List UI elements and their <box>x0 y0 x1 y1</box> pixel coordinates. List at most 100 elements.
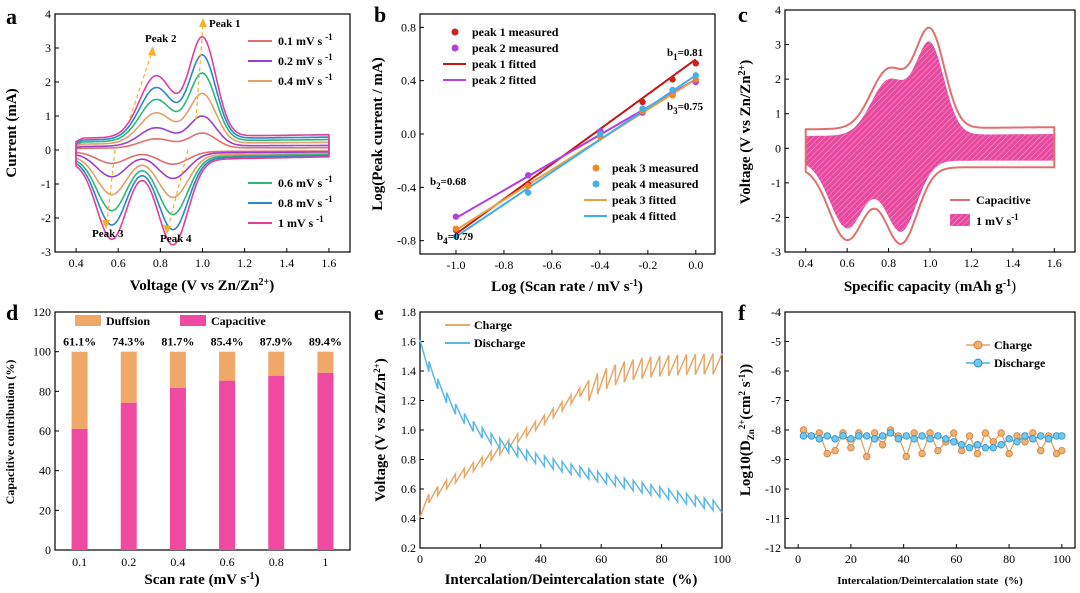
point-f-1-27 <box>1013 438 1021 446</box>
panel-a-arrow-heads <box>102 18 207 234</box>
x-tick-label: 1.6 <box>1047 256 1062 270</box>
y-tick-label: 0 <box>45 143 51 157</box>
legend-label-a-0: 0.1 mV s -1 <box>278 32 333 48</box>
x-tick-label: 80 <box>656 552 668 566</box>
point-f-0-22 <box>973 449 982 458</box>
point-f-0-3 <box>823 449 831 458</box>
point-f-1-17 <box>934 432 942 440</box>
point-0-3 <box>639 98 646 106</box>
panel-f-xlabel: Intercalation/Deintercalation state (%) <box>837 575 1023 587</box>
panel-b-y-ticks: -0.8 -0.4 0.0 0.4 0.8 <box>397 20 424 248</box>
y-tick-label: -4 <box>771 305 781 319</box>
panel-f-lines <box>799 426 1066 461</box>
x-tick-label: 100 <box>713 552 731 566</box>
y-tick-label: 0.8 <box>401 20 416 34</box>
legend-marker-b-3 <box>592 180 600 188</box>
legend-discharge-marker-f <box>973 358 983 368</box>
panel-a-xlabel: Voltage (V vs Zn/Zn2+) <box>130 277 275 294</box>
x-tick-label: 1 <box>322 555 328 569</box>
legend-label-b-3: peak 4 measured <box>612 177 699 191</box>
panel-f: f -12 -11 -10 -9 -8 -7 -6 -5 -4 0 20 40 60 80 100 Cha… <box>737 300 1076 587</box>
panel-d-frame <box>54 311 351 551</box>
y-tick-label: -10 <box>765 482 781 496</box>
y-tick-label: -8 <box>771 423 781 437</box>
legend-marker-b-1 <box>451 44 459 52</box>
peak-4-label: Peak 4 <box>160 233 192 245</box>
panel-c-legend: Capacitive 1 mV s-1 <box>950 193 1031 228</box>
point-f-1-12 <box>894 435 903 443</box>
peak-2-arrow <box>129 51 153 119</box>
point-1-1 <box>524 172 532 179</box>
legend-charge-label-f: Charge <box>994 338 1033 352</box>
point-f-1-26 <box>1005 435 1013 443</box>
peak-4-arrow <box>167 149 189 229</box>
legend-charge-marker-f <box>973 340 983 350</box>
y-tick-label: 3 <box>45 41 51 55</box>
legend-fit-label-b-2: peak 3 fitted <box>612 193 676 207</box>
x-tick-label: 0.8 <box>153 256 168 270</box>
panel-e-ylabel: Voltage (V vs Zn/Zn2+) <box>372 358 389 501</box>
legend-discharge-label: Discharge <box>474 336 526 350</box>
panel-b-label: b <box>374 2 386 27</box>
point-f-1-16 <box>926 435 934 443</box>
cv-curve-5 <box>75 35 330 246</box>
legend-capacitive-label-d: Capacitive <box>211 314 266 328</box>
point-f-0-15 <box>918 449 926 458</box>
peak-3-label: Peak 3 <box>92 228 124 240</box>
panel-e-y-ticks: 0.2 0.4 0.6 0.8 1.0 1.2 1.4 1.6 1.8 <box>401 305 424 555</box>
x-tick-label: 80 <box>1003 552 1015 566</box>
bar-duffsion-4 <box>268 351 285 376</box>
x-tick-label: 0.6 <box>840 256 855 270</box>
panel-e: e 0.2 0.4 0.6 0.8 1.0 1.2 1.4 1.6 1.8 0 20 40 60 80 1… <box>372 300 731 588</box>
x-tick-label: 1.2 <box>964 256 979 270</box>
point-f-0-13 <box>902 452 910 461</box>
x-tick-label: 60 <box>595 552 607 566</box>
panel-e-x-ticks: 0 20 40 60 80 100 <box>417 544 731 566</box>
panel-f-ylabel: Log10(DZn2+(cm2 s-1)) <box>737 364 756 496</box>
point-f-1-0 <box>799 432 808 440</box>
panel-a: a -3 -2 -1 0 1 2 3 4 0.4 0.6 0.8 1.0 1.2 1.4 1.6 Peak… <box>4 4 351 294</box>
annotation-b3: b3=0.75 <box>667 101 704 116</box>
bar-data-label-2: 81.7% <box>161 335 194 349</box>
x-tick-label: -0.4 <box>590 258 609 272</box>
x-tick-label: -1.0 <box>446 258 465 272</box>
legend-duffsion-swatch <box>75 315 101 326</box>
point-f-0-6 <box>847 444 855 452</box>
y-tick-label: 0.0 <box>401 127 416 141</box>
legend-1mv-label: 1 mV s-1 <box>976 212 1019 228</box>
point-f-0-8 <box>863 452 871 461</box>
point-f-1-11 <box>886 429 895 437</box>
x-tick-label: 0 <box>417 552 423 566</box>
x-tick-label: 0.4 <box>170 555 185 569</box>
point-f-1-13 <box>902 432 910 440</box>
panel-c-xlabel: Specific capacity (mAh g-1) <box>844 278 1016 295</box>
annotation-b4: b4=0.79 <box>437 231 474 246</box>
legend-label-b-0: peak 1 measured <box>472 25 559 39</box>
point-f-1-2 <box>815 435 823 443</box>
point-2-1 <box>524 182 532 190</box>
bar-duffsion-0 <box>71 351 88 429</box>
peak-1-label: Peak 1 <box>209 18 240 30</box>
y-tick-label: 80 <box>39 384 51 398</box>
point-f-0-17 <box>934 446 942 455</box>
x-tick-label: 0.0 <box>688 258 703 272</box>
point-3-4 <box>669 86 676 94</box>
point-f-1-23 <box>981 444 990 452</box>
bar-capacitive-2 <box>169 387 186 550</box>
point-f-0-25 <box>997 429 1005 437</box>
x-tick-label: 1.4 <box>1005 256 1020 270</box>
panel-e-label: e <box>374 300 384 325</box>
point-f-0-33 <box>1058 446 1066 455</box>
panel-c: c -3 -2 -1 0 1 2 3 4 0.4 0.6 0.8 1.0 1.2 1.4 1.6 Capa… <box>737 2 1076 295</box>
panel-b-legend-top: peak 1 measured peak 2 measured peak 1 fit… <box>443 25 559 87</box>
y-tick-label: 1.0 <box>401 423 416 437</box>
panel-c-label: c <box>738 2 748 27</box>
x-tick-label: 20 <box>845 552 857 566</box>
point-3-1 <box>524 189 532 196</box>
point-f-0-30 <box>1037 446 1045 455</box>
point-3-0 <box>452 233 460 240</box>
y-tick-label: 60 <box>39 424 51 438</box>
panel-c-x-ticks: 0.4 0.6 0.8 1.0 1.2 1.4 1.6 <box>798 248 1062 270</box>
point-f-1-25 <box>997 441 1005 449</box>
x-tick-label: 60 <box>950 552 962 566</box>
